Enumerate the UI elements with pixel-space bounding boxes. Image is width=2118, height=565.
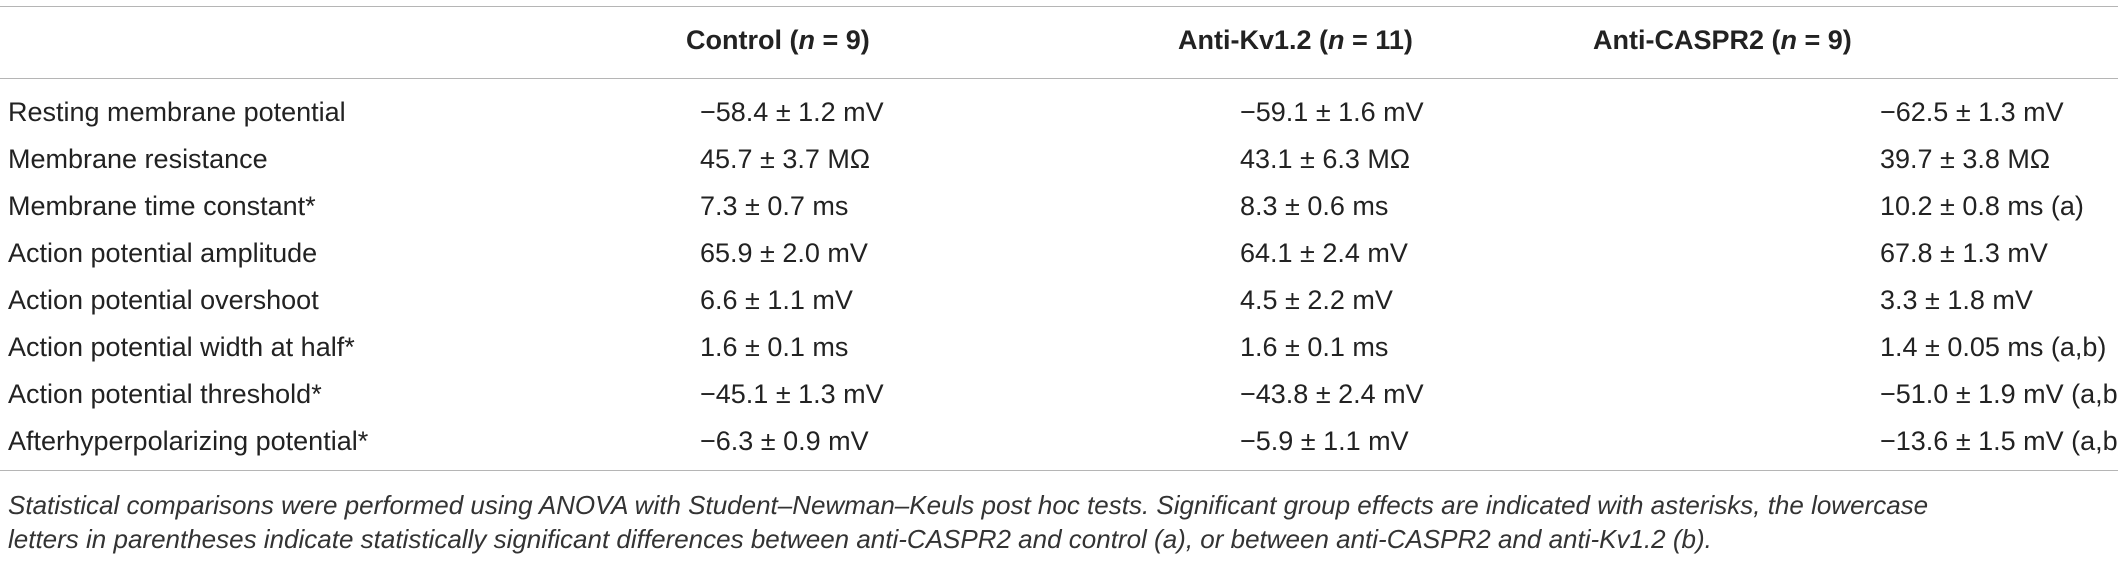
header-part: n xyxy=(798,25,815,55)
header-part: = 11) xyxy=(1344,25,1413,55)
value-cell: −58.4 ± 1.2 mV xyxy=(700,97,884,127)
value-cell: −13.6 ± 1.5 mV (a,b) xyxy=(1880,426,2118,456)
value-cell: 43.1 ± 6.3 MΩ xyxy=(1240,144,1411,174)
row-label: Afterhyperpolarizing potential* xyxy=(8,426,369,456)
row-label: Action potential overshoot xyxy=(8,285,319,315)
top-rule xyxy=(0,6,2118,7)
value-cell: 6.6 ± 1.1 mV xyxy=(700,285,853,315)
row-label: Action potential amplitude xyxy=(8,238,318,268)
row-label: Resting membrane potential xyxy=(8,97,346,127)
value-cell: 10.2 ± 0.8 ms (a) xyxy=(1880,191,2084,221)
header-part: Control ( xyxy=(686,25,799,55)
value-cell: −45.1 ± 1.3 mV xyxy=(700,379,884,409)
value-cell: 45.7 ± 3.7 MΩ xyxy=(700,144,871,174)
footnote: Statistical comparisons were performed u… xyxy=(8,490,1929,520)
row-label: Membrane resistance xyxy=(8,144,268,174)
value-cell: 39.7 ± 3.8 MΩ xyxy=(1880,144,2051,174)
value-cell: −59.1 ± 1.6 mV xyxy=(1240,97,1424,127)
value-cell: −5.9 ± 1.1 mV xyxy=(1240,426,1409,456)
header-rule xyxy=(0,78,2118,79)
row-label: Action potential threshold* xyxy=(8,379,322,409)
value-cell: 64.1 ± 2.4 mV xyxy=(1240,238,1408,268)
column-header: Anti-CASPR2 (n = 9) xyxy=(1593,20,1852,60)
value-cell: 8.3 ± 0.6 ms xyxy=(1240,191,1389,221)
column-header: Control (n = 9) xyxy=(686,20,870,60)
row-label: Action potential width at half* xyxy=(8,332,355,362)
header-part: Anti-CASPR2 ( xyxy=(1593,25,1781,55)
header-part: n xyxy=(1328,25,1345,55)
row-label: Membrane time constant* xyxy=(8,191,316,221)
value-cell: 65.9 ± 2.0 mV xyxy=(700,238,868,268)
value-cell: 1.6 ± 0.1 ms xyxy=(700,332,849,362)
value-cell: 1.4 ± 0.05 ms (a,b) xyxy=(1880,332,2107,362)
header-part: = 9) xyxy=(1797,25,1852,55)
footnote: letters in parentheses indicate statisti… xyxy=(8,524,1712,554)
value-cell: 7.3 ± 0.7 ms xyxy=(700,191,849,221)
header-part: n xyxy=(1780,25,1798,55)
column-header: Anti-Kv1.2 (n = 11) xyxy=(1178,20,1413,60)
value-cell: 1.6 ± 0.1 ms xyxy=(1240,332,1389,362)
value-cell: 67.8 ± 1.3 mV xyxy=(1880,238,2048,268)
header-part: Anti-Kv1.2 ( xyxy=(1178,25,1329,55)
header-part: = 9) xyxy=(814,25,870,55)
value-cell: −43.8 ± 2.4 mV xyxy=(1240,379,1424,409)
value-cell: 3.3 ± 1.8 mV xyxy=(1880,285,2033,315)
value-cell: −62.5 ± 1.3 mV xyxy=(1880,97,2064,127)
value-cell: −51.0 ± 1.9 mV (a,b) xyxy=(1880,379,2118,409)
value-cell: −6.3 ± 0.9 mV xyxy=(700,426,869,456)
value-cell: 4.5 ± 2.2 mV xyxy=(1240,285,1393,315)
bottom-rule xyxy=(0,470,2118,471)
